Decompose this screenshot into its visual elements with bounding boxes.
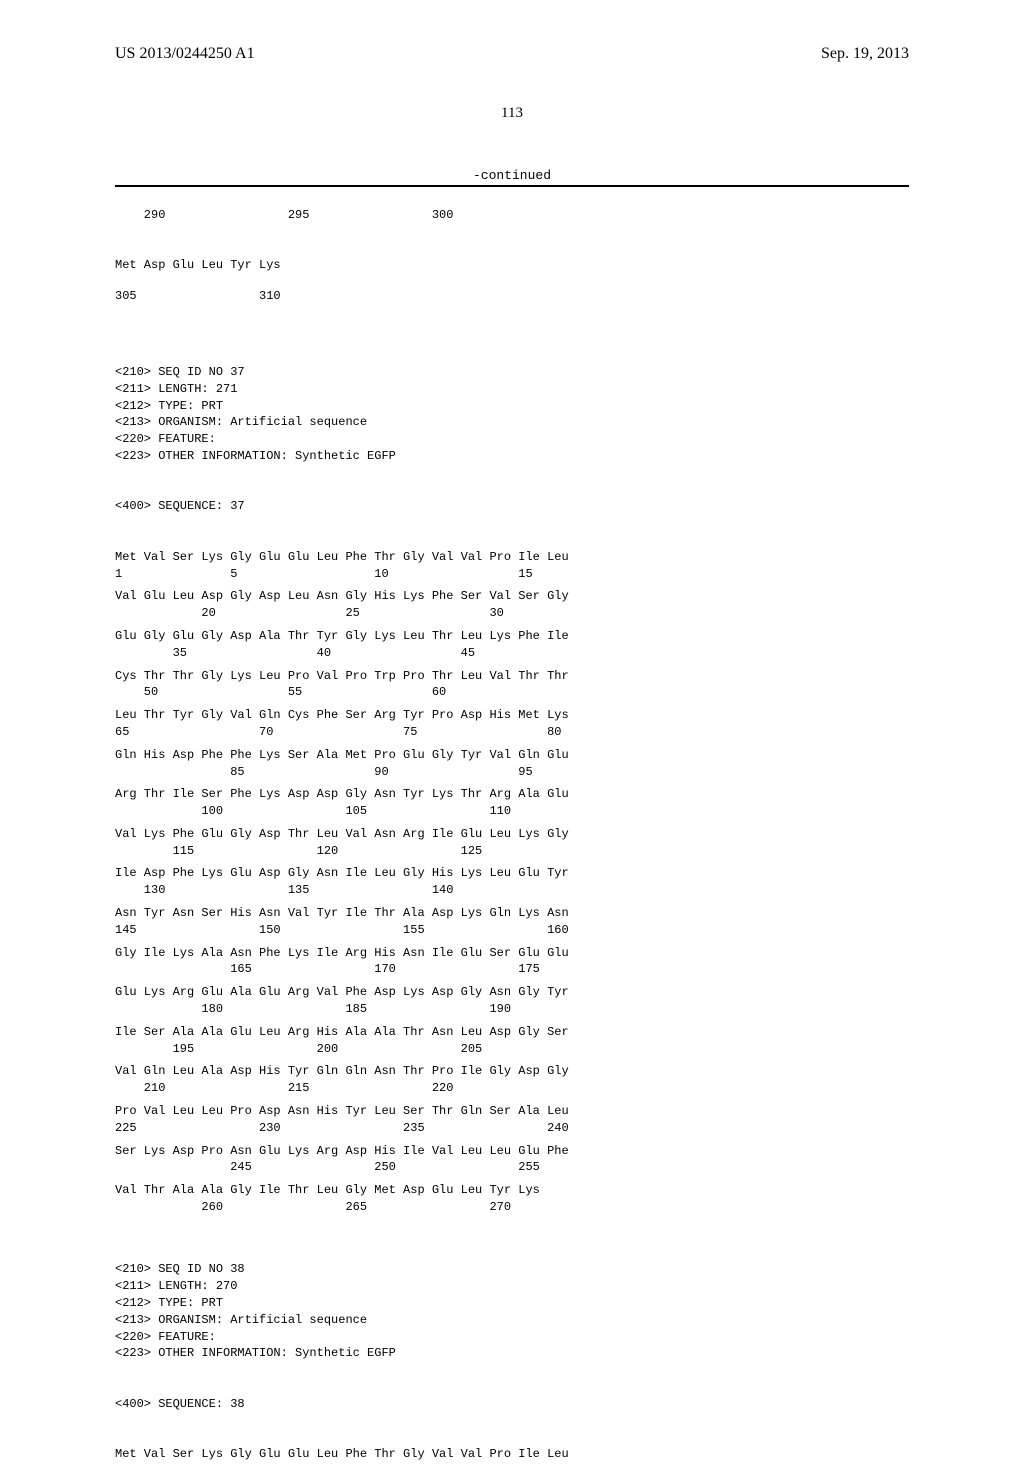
seq-aa-line: Leu Thr Tyr Gly Val Gln Cys Phe Ser Arg … bbox=[115, 709, 909, 723]
seq-aa-line: Cys Thr Thr Gly Lys Leu Pro Val Pro Trp … bbox=[115, 670, 909, 684]
seq38-header: <210> SEQ ID NO 38 <211> LENGTH: 270 <212>… bbox=[115, 1263, 909, 1361]
seq-aa-line: Glu Gly Glu Gly Asp Ala Thr Tyr Gly Lys … bbox=[115, 630, 909, 644]
prev-tail-aa: Met Asp Glu Leu Tyr Lys bbox=[115, 259, 909, 273]
seq37-header: <210> SEQ ID NO 37 <211> LENGTH: 271 <212>… bbox=[115, 366, 909, 464]
seq-num-line: 115 120 125 bbox=[115, 845, 909, 859]
seq-aa-line: Ile Asp Phe Lys Glu Asp Gly Asn Ile Leu … bbox=[115, 867, 909, 881]
horizontal-rule bbox=[115, 185, 909, 187]
seq-aa-line: Val Gln Leu Ala Asp His Tyr Gln Gln Asn … bbox=[115, 1065, 909, 1079]
seq-num-line: 100 105 110 bbox=[115, 805, 909, 819]
seq-aa-line: Pro Val Leu Leu Pro Asp Asn His Tyr Leu … bbox=[115, 1105, 909, 1119]
seq-aa-line: Val Glu Leu Asp Gly Asp Leu Asn Gly His … bbox=[115, 590, 909, 604]
publication-date: Sep. 19, 2013 bbox=[821, 45, 909, 63]
publication-number: US 2013/0244250 A1 bbox=[115, 45, 255, 63]
seq-header-line: <213> ORGANISM: Artificial sequence bbox=[115, 1314, 909, 1328]
seq-num-line: 20 25 30 bbox=[115, 607, 909, 621]
seq-num-line: 225 230 235 240 bbox=[115, 1122, 909, 1136]
seq-header-line: <212> TYPE: PRT bbox=[115, 1297, 909, 1311]
seq-num-line: 145 150 155 160 bbox=[115, 924, 909, 938]
seq-aa-line: Met Val Ser Lys Gly Glu Glu Leu Phe Thr … bbox=[115, 551, 909, 565]
seq-header-line: <211> LENGTH: 270 bbox=[115, 1280, 909, 1294]
seq-aa-line: Gly Ile Lys Ala Asn Phe Lys Ile Arg His … bbox=[115, 947, 909, 961]
seq-aa-line: Val Lys Phe Glu Gly Asp Thr Leu Val Asn … bbox=[115, 828, 909, 842]
seq-num-line: 85 90 95 bbox=[115, 766, 909, 780]
seq-num-line: 50 55 60 bbox=[115, 686, 909, 700]
seq-num-line: 65 70 75 80 bbox=[115, 726, 909, 740]
seq-num-line: 1 5 10 15 bbox=[115, 568, 909, 582]
seq-header-line: <223> OTHER INFORMATION: Synthetic EGFP bbox=[115, 450, 909, 464]
seq-header-line: <220> FEATURE: bbox=[115, 1331, 909, 1345]
seq37-rows: Met Val Ser Lys Gly Glu Glu Leu Phe Thr … bbox=[115, 551, 909, 1224]
continued-label: -continued bbox=[0, 168, 1024, 183]
seq-header-line: <210> SEQ ID NO 37 bbox=[115, 366, 909, 380]
seq-header-line: <223> OTHER INFORMATION: Synthetic EGFP bbox=[115, 1347, 909, 1361]
seq-header-line: <212> TYPE: PRT bbox=[115, 400, 909, 414]
seq37-sequence-line: <400> SEQUENCE: 37 bbox=[115, 500, 909, 514]
seq-num-line: 35 40 45 bbox=[115, 647, 909, 661]
seq-num-line: 260 265 270 bbox=[115, 1201, 909, 1215]
prev-tail-num: 305 310 bbox=[115, 290, 909, 304]
seq-aa-line: Asn Tyr Asn Ser His Asn Val Tyr Ile Thr … bbox=[115, 907, 909, 921]
seq-num-line: 165 170 175 bbox=[115, 963, 909, 977]
seq-num-line: 130 135 140 bbox=[115, 884, 909, 898]
seq-header-line: <213> ORGANISM: Artificial sequence bbox=[115, 416, 909, 430]
seq-aa-line: Glu Lys Arg Glu Ala Glu Arg Val Phe Asp … bbox=[115, 986, 909, 1000]
page-number: 113 bbox=[0, 105, 1024, 122]
seq-num-line: 195 200 205 bbox=[115, 1043, 909, 1057]
prev-tail-numbers: 290 295 300 bbox=[115, 209, 909, 223]
seq-header-line: <210> SEQ ID NO 38 bbox=[115, 1263, 909, 1277]
seq-num-line: 180 185 190 bbox=[115, 1003, 909, 1017]
sequence-listing-content: 290 295 300 Met Asp Glu Leu Tyr Lys 305 … bbox=[115, 195, 909, 1479]
seq-aa-line: Gln His Asp Phe Phe Lys Ser Ala Met Pro … bbox=[115, 749, 909, 763]
seq-aa-line: Ser Lys Asp Pro Asn Glu Lys Arg Asp His … bbox=[115, 1145, 909, 1159]
seq-num-line: 245 250 255 bbox=[115, 1161, 909, 1175]
seq-aa-line: Ile Ser Ala Ala Glu Leu Arg His Ala Ala … bbox=[115, 1026, 909, 1040]
seq-header-line: <211> LENGTH: 271 bbox=[115, 383, 909, 397]
seq-num-line: 210 215 220 bbox=[115, 1082, 909, 1096]
seq38-sequence-line: <400> SEQUENCE: 38 bbox=[115, 1398, 909, 1412]
seq38-first-row: Met Val Ser Lys Gly Glu Glu Leu Phe Thr … bbox=[115, 1448, 909, 1462]
seq-header-line: <220> FEATURE: bbox=[115, 433, 909, 447]
seq-aa-line: Arg Thr Ile Ser Phe Lys Asp Asp Gly Asn … bbox=[115, 788, 909, 802]
seq-aa-line: Val Thr Ala Ala Gly Ile Thr Leu Gly Met … bbox=[115, 1184, 909, 1198]
